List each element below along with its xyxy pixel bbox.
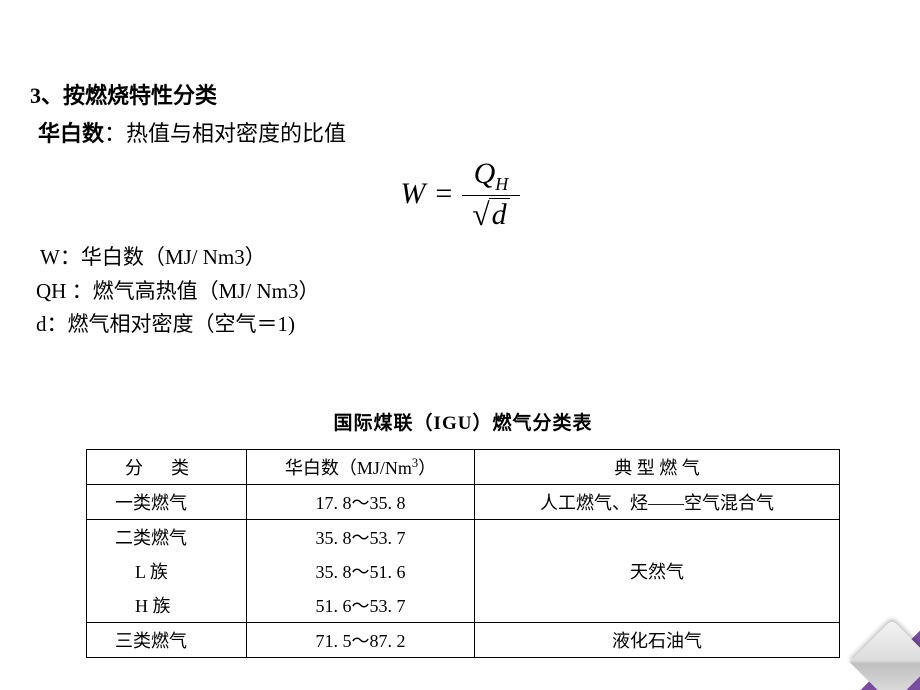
classification-table-block: 国际煤联（IGU）燃气分类表 分类 华白数（MJ/Nm3） 典 型 燃 气 一类… <box>86 408 840 658</box>
cell-gas: 液化石油气 <box>475 623 840 658</box>
table-title: 国际煤联（IGU）燃气分类表 <box>86 408 840 435</box>
th-wobbe-pre: 华白数（MJ/Nm <box>285 458 412 478</box>
cell-range: 35. 8～51. 6 <box>247 554 475 588</box>
def-qh: QH ：燃气高热值（MJ/ Nm3） <box>36 275 890 309</box>
term-huabaishu: 华白数 <box>38 121 104 146</box>
cell-range: 17. 8～35. 8 <box>247 485 475 520</box>
formula-d: d <box>489 198 510 231</box>
th-category: 分类 <box>87 450 247 485</box>
def-w: W：华白数（MJ/ Nm3） <box>40 241 890 275</box>
cell-cat: 三类燃气 <box>87 623 247 658</box>
formula-fraction: QH √d <box>462 158 519 231</box>
table-header-row: 分类 华白数（MJ/Nm3） 典 型 燃 气 <box>87 450 840 485</box>
formula-denominator: √d <box>462 195 519 231</box>
cell-gas: 天然气 <box>475 554 840 588</box>
table-row: 一类燃气 17. 8～35. 8 人工燃气、烃——空气混合气 <box>87 485 840 520</box>
term-desc: ：热值与相对密度的比值 <box>104 121 346 146</box>
cell-range: 51. 6～53. 7 <box>247 588 475 623</box>
classification-table: 分类 华白数（MJ/Nm3） 典 型 燃 气 一类燃气 17. 8～35. 8 … <box>86 449 840 658</box>
cell-cat: L 族 <box>87 554 247 588</box>
table-row: 三类燃气 71. 5～87. 2 液化石油气 <box>87 623 840 658</box>
slide-content: 3、按燃烧特性分类 华白数：热值与相对密度的比值 W = QH √d W：华白数… <box>0 0 920 342</box>
formula-lhs: W <box>400 177 425 211</box>
table-row: L 族 35. 8～51. 6 天然气 <box>87 554 840 588</box>
cell-cat: 二类燃气 <box>87 520 247 555</box>
def-d: d：燃气相对密度（空气＝1) <box>36 308 890 342</box>
cell-gas: 人工燃气、烃——空气混合气 <box>475 485 840 520</box>
th-wobbe: 华白数（MJ/Nm3） <box>247 450 475 485</box>
cell-gas <box>475 588 840 623</box>
definition-line: 华白数：热值与相对密度的比值 <box>38 116 890 148</box>
sqrt-icon: √ <box>472 198 489 231</box>
cell-range: 71. 5～87. 2 <box>247 623 475 658</box>
cell-cat: H 族 <box>87 588 247 623</box>
formula-sub-h: H <box>495 174 508 194</box>
table-row: H 族 51. 6～53. 7 <box>87 588 840 623</box>
table-row: 二类燃气 35. 8～53. 7 <box>87 520 840 555</box>
cell-cat: 一类燃气 <box>87 485 247 520</box>
formula: W = QH √d <box>30 158 890 231</box>
cell-gas <box>475 520 840 555</box>
th-wobbe-post: ） <box>418 458 436 478</box>
formula-numerator: QH <box>468 158 515 195</box>
symbol-definitions: W：华白数（MJ/ Nm3） QH ：燃气高热值（MJ/ Nm3） d：燃气相对… <box>30 241 890 342</box>
th-typical: 典 型 燃 气 <box>475 450 840 485</box>
page-curl-icon <box>842 612 920 690</box>
formula-q: Q <box>474 157 496 190</box>
cell-range: 35. 8～53. 7 <box>247 520 475 555</box>
th-category-b: 类 <box>171 458 217 478</box>
section-heading: 3、按燃烧特性分类 <box>30 78 890 110</box>
th-category-a: 分 <box>125 458 171 478</box>
